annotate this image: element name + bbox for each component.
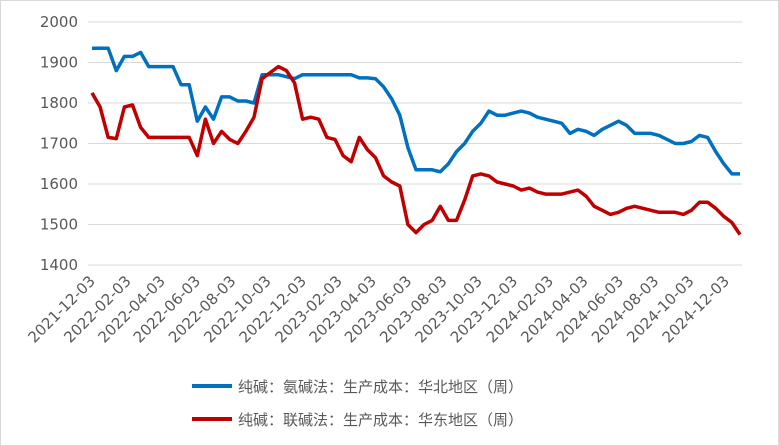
y-tick-label: 1600 [40, 175, 78, 193]
series-line [92, 46, 740, 176]
y-tick-label: 1700 [40, 135, 78, 153]
y-tick-label: 1400 [40, 256, 78, 274]
y-tick-label: 2000 [40, 13, 78, 31]
legend-label: 纯碱：联碱法：生产成本：华东地区（周） [238, 411, 523, 429]
series-line [90, 64, 742, 236]
y-tick-label: 1800 [40, 94, 78, 112]
legend-label: 纯碱：氨碱法：生产成本：华北地区（周） [238, 378, 523, 396]
y-tick-label: 1500 [40, 216, 78, 234]
y-tick-label: 1900 [40, 54, 78, 72]
